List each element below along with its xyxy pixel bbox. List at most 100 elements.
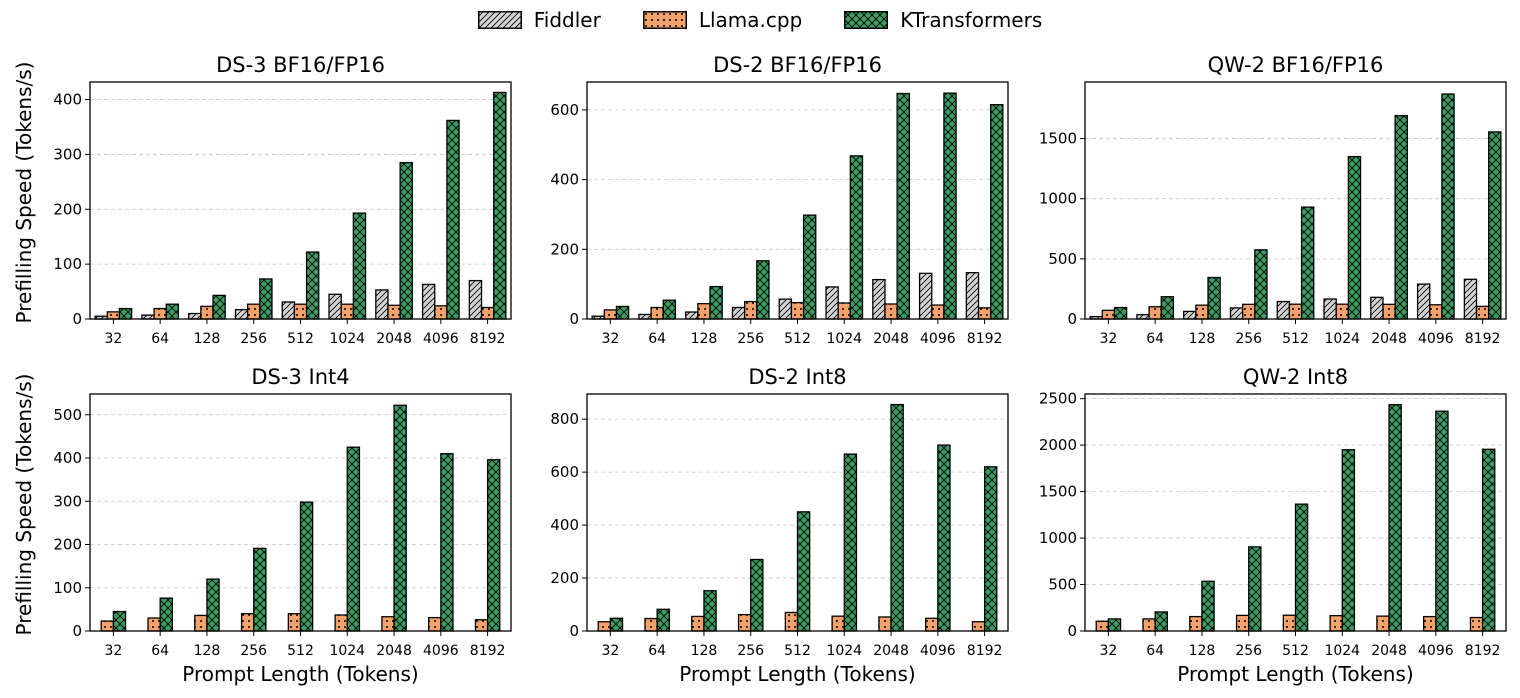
chart-title: DS-3 BF16/FP16 xyxy=(216,53,385,77)
bar-ktransformers-2048 xyxy=(890,403,904,632)
x-tick-label: 256 xyxy=(737,331,764,347)
x-tick-label: 4096 xyxy=(423,643,459,659)
x-tick-label: 2048 xyxy=(376,331,412,347)
bar-ktransformers-64 xyxy=(656,608,670,632)
bar-llama-cpp-64 xyxy=(650,306,664,320)
y-tick-label: 0 xyxy=(569,310,579,328)
x-tick-label: 32 xyxy=(601,643,619,659)
bar-llama-cpp-64 xyxy=(1142,618,1156,632)
x-tick-label: 32 xyxy=(1099,331,1117,347)
bar-llama-cpp-128 xyxy=(1189,615,1203,632)
bar-llama-cpp-64 xyxy=(644,617,658,632)
bar-llama-cpp-2048 xyxy=(381,616,395,632)
bar-ktransformers-1024 xyxy=(352,212,367,320)
bar-ktransformers-64 xyxy=(1160,296,1175,320)
x-tick-label: 64 xyxy=(1146,643,1164,659)
bar-fiddler-64 xyxy=(638,313,652,320)
y-tick-label: 0 xyxy=(72,622,82,640)
chart-panel-qw-2-bf16-fp16: 0 500 1000 1500 32 64 128 256 512 1024 2048 4096 819… xyxy=(1039,53,1507,347)
bar-ktransformers-8192 xyxy=(493,91,507,320)
bar-ktransformers-128 xyxy=(206,578,220,632)
bar-llama-cpp-1024 xyxy=(334,614,348,632)
bar-fiddler-512 xyxy=(1276,300,1291,320)
plot-frame xyxy=(586,81,1009,320)
x-tick-label: 8192 xyxy=(470,643,506,659)
chart-panel-qw-2-int8: 0 500 1000 1500 2000 2500 32 64 128 256 512 1024 204… xyxy=(1039,365,1507,686)
bar-llama-cpp-256 xyxy=(240,613,255,632)
bar-ktransformers-4096 xyxy=(446,119,460,320)
chart-title: DS-3 Int4 xyxy=(251,365,349,389)
y-tick-label: 300 xyxy=(53,145,82,163)
legend-swatch-fiddler xyxy=(477,11,522,29)
bar-llama-cpp-512 xyxy=(784,611,799,632)
bar-ktransformers-64 xyxy=(159,597,173,632)
bar-fiddler-4096 xyxy=(918,272,933,320)
y-tick-label: 1500 xyxy=(1039,483,1077,501)
x-tick-label: 256 xyxy=(737,643,764,659)
bar-ktransformers-2048 xyxy=(896,92,910,320)
bar-fiddler-256 xyxy=(731,306,746,320)
x-axis-label: Prompt Length (Tokens) xyxy=(1177,662,1413,686)
bar-ktransformers-64 xyxy=(662,299,677,320)
bar-llama-cpp-1024 xyxy=(837,302,852,320)
bar-ktransformers-8192 xyxy=(990,104,1004,320)
x-tick-label: 4096 xyxy=(1418,643,1454,659)
y-tick-label: 100 xyxy=(53,579,82,597)
chart-title: QW-2 BF16/FP16 xyxy=(1208,53,1384,77)
bar-ktransformers-128 xyxy=(1201,580,1215,632)
y-tick-label: 1000 xyxy=(1039,529,1077,547)
x-tick-label: 512 xyxy=(784,331,811,347)
x-tick-label: 2048 xyxy=(873,331,909,347)
bar-ktransformers-256 xyxy=(259,278,273,320)
bar-ktransformers-2048 xyxy=(1394,115,1408,320)
bar-fiddler-4096 xyxy=(1416,283,1431,320)
bar-ktransformers-64 xyxy=(165,303,180,320)
plot-frame xyxy=(586,393,1009,632)
bar-ktransformers-4096 xyxy=(937,444,951,632)
legend-swatch-ktransformers xyxy=(844,11,889,29)
bar-llama-cpp-256 xyxy=(743,300,758,320)
bar-ktransformers-32 xyxy=(1107,618,1122,632)
x-tick-label: 512 xyxy=(287,643,314,659)
x-tick-label: 1024 xyxy=(1324,331,1360,347)
x-tick-label: 64 xyxy=(1146,331,1164,347)
bar-fiddler-1024 xyxy=(825,286,839,320)
x-tick-label: 512 xyxy=(1282,643,1309,659)
x-tick-label: 2048 xyxy=(873,643,909,659)
bar-fiddler-8192 xyxy=(965,271,980,320)
y-tick-label: 400 xyxy=(550,171,579,189)
y-tick-label: 500 xyxy=(1048,576,1077,594)
bar-ktransformers-8192 xyxy=(1481,448,1496,632)
x-tick-label: 4096 xyxy=(423,331,459,347)
x-tick-label: 128 xyxy=(1189,643,1216,659)
x-tick-label: 128 xyxy=(691,331,718,347)
legend-swatch-llamacpp xyxy=(642,11,687,29)
bar-llama-cpp-8192 xyxy=(1475,305,1490,320)
bar-ktransformers-512 xyxy=(1294,503,1309,632)
x-tick-label: 4096 xyxy=(1418,331,1454,347)
x-tick-label: 8192 xyxy=(967,331,1003,347)
bar-fiddler-4096 xyxy=(421,283,436,320)
legend-item-llamacpp: Llama.cpp xyxy=(642,8,803,32)
bar-ktransformers-128 xyxy=(703,590,717,632)
bar-llama-cpp-8192 xyxy=(474,619,489,632)
y-tick-label: 2000 xyxy=(1039,436,1077,454)
bar-llama-cpp-8192 xyxy=(971,621,986,632)
x-tick-label: 128 xyxy=(691,643,718,659)
bar-llama-cpp-2048 xyxy=(1376,615,1390,632)
y-axis-label: Prefilling Speed (Tokens/s) xyxy=(12,62,36,324)
bar-ktransformers-128 xyxy=(1207,276,1221,320)
legend-label-llamacpp: Llama.cpp xyxy=(698,8,803,32)
bar-llama-cpp-32 xyxy=(603,309,618,320)
bar-fiddler-8192 xyxy=(1463,278,1478,320)
bar-llama-cpp-2048 xyxy=(1382,303,1396,320)
bar-llama-cpp-128 xyxy=(691,615,705,632)
legend-label-fiddler: Fiddler xyxy=(533,8,601,32)
y-tick-label: 100 xyxy=(53,255,82,273)
x-tick-label: 32 xyxy=(601,331,619,347)
bar-llama-cpp-128 xyxy=(200,305,214,320)
plot-frame xyxy=(89,393,512,632)
chart-title: DS-2 Int8 xyxy=(748,365,846,389)
bar-ktransformers-512 xyxy=(305,251,320,320)
